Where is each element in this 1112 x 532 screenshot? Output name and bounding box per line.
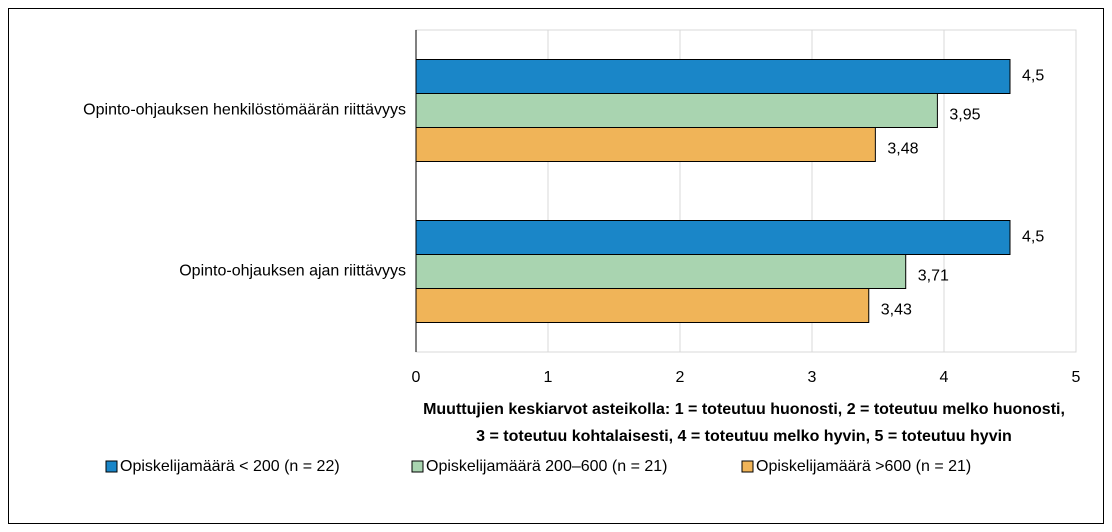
value-label: 3,71 [918, 268, 949, 285]
bar [415, 220, 1011, 255]
x-tick-label: 4 [940, 369, 949, 386]
legend-swatch [411, 460, 424, 473]
value-label: 3,48 [887, 141, 918, 158]
legend-label: Opiskelijamäärä < 200 (n = 22) [120, 458, 340, 475]
x-axis-label: 3 = toteutuu kohtalaisesti, 4 = toteutuu… [476, 428, 1012, 445]
value-label: 4,5 [1022, 229, 1044, 246]
x-tick-label: 0 [412, 369, 421, 386]
bar [415, 93, 938, 128]
bar [415, 288, 870, 323]
x-tick-label: 5 [1072, 369, 1081, 386]
bar [415, 59, 1011, 94]
x-tick-label: 1 [544, 369, 553, 386]
legend-swatch [741, 460, 754, 473]
x-tick-label: 2 [676, 369, 685, 386]
x-axis-label: Muuttujien keskiarvot asteikolla: 1 = to… [423, 401, 1065, 418]
value-label: 4,5 [1022, 68, 1044, 85]
bar [415, 254, 907, 289]
y-tick-label: Opinto-ohjauksen henkilöstömäärän riittä… [83, 102, 406, 119]
legend-swatch [105, 460, 118, 473]
legend-label: Opiskelijamäärä 200–600 (n = 21) [426, 458, 667, 475]
value-label: 3,43 [881, 302, 912, 319]
y-tick-label: Opinto-ohjauksen ajan riittävyys [179, 263, 406, 280]
x-tick-label: 3 [808, 369, 817, 386]
bar [415, 127, 876, 162]
value-label: 3,95 [949, 107, 980, 124]
legend-label: Opiskelijamäärä >600 (n = 21) [756, 458, 971, 475]
